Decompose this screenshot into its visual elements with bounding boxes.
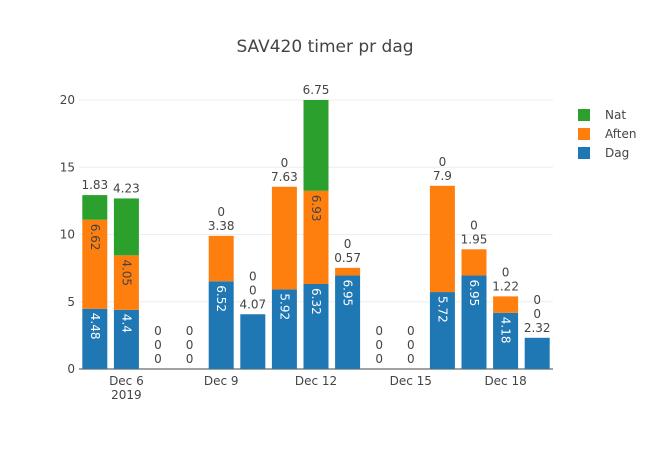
y-tick-label: 20 <box>60 93 75 107</box>
data-label-aften: 0 <box>186 338 194 352</box>
data-label-dag: 0 <box>407 352 415 366</box>
bar-dag[interactable] <box>113 309 139 369</box>
data-label-aften: 0 <box>375 338 383 352</box>
bar-aften[interactable] <box>113 255 139 310</box>
y-tick-label: 5 <box>67 295 75 309</box>
data-label-nat: 0 <box>249 269 257 283</box>
y-tick-label: 15 <box>60 160 75 174</box>
bar-nat[interactable] <box>303 100 329 191</box>
data-label-aften: 0 <box>407 338 415 352</box>
data-label-dag: 0 <box>154 352 162 366</box>
data-label-aften: 4.05 <box>119 259 133 286</box>
data-label-dag: 6.95 <box>467 280 481 307</box>
x-tick-label: Dec 12 <box>295 374 337 388</box>
data-label-aften: 0 <box>154 338 162 352</box>
data-label-aften: 6.62 <box>88 224 102 251</box>
bar-aften[interactable] <box>493 296 519 313</box>
bar-aften[interactable] <box>303 190 329 284</box>
data-label-nat: 0 <box>344 237 352 251</box>
bar-dag[interactable] <box>429 292 455 369</box>
data-label-nat: 0 <box>217 205 225 219</box>
legend-label: Dag <box>605 146 629 160</box>
data-label-nat: 1.83 <box>81 178 108 192</box>
x-tick-label: Dec 6 <box>109 374 144 388</box>
bar-aften[interactable] <box>429 185 455 293</box>
bar-dag[interactable] <box>493 312 519 369</box>
data-label-dag: 5.72 <box>435 296 449 323</box>
data-label-nat: 6.75 <box>303 83 330 97</box>
data-label-aften: 1.22 <box>492 279 519 293</box>
data-label-nat: 0 <box>533 293 541 307</box>
data-label-nat: 0 <box>154 324 162 338</box>
bar-aften[interactable] <box>82 219 108 309</box>
data-label-nat: 0 <box>502 265 510 279</box>
data-label-aften: 0 <box>533 307 541 321</box>
x-tick-year: 2019 <box>111 388 142 402</box>
data-label-nat: 0 <box>407 324 415 338</box>
bar-dag[interactable] <box>524 337 550 369</box>
data-label-aften: 3.38 <box>208 219 235 233</box>
data-label-dag: 6.32 <box>309 288 323 315</box>
data-label-nat: 0 <box>186 324 194 338</box>
x-tick-label: Dec 9 <box>204 374 239 388</box>
data-label-aften: 7.63 <box>271 170 298 184</box>
legend-item-aften[interactable]: Aften <box>578 127 637 141</box>
bars <box>82 100 550 369</box>
bar-nat[interactable] <box>113 198 139 256</box>
data-label-aften: 0.57 <box>334 251 361 265</box>
legend-swatch <box>578 109 590 121</box>
data-label-dag: 0 <box>186 352 194 366</box>
bar-dag[interactable] <box>335 275 361 369</box>
data-labels: 4.486.621.834.44.054.230000006.523.3804.… <box>81 83 550 366</box>
bar-aften[interactable] <box>461 249 487 276</box>
data-label-dag: 0 <box>375 352 383 366</box>
data-label-aften: 6.93 <box>309 195 323 222</box>
data-label-nat: 0 <box>470 218 478 232</box>
bar-aften[interactable] <box>335 267 361 276</box>
bar-aften[interactable] <box>271 186 297 290</box>
y-tick-label: 10 <box>60 228 75 242</box>
legend-label: Aften <box>605 127 637 141</box>
bar-nat[interactable] <box>82 195 108 220</box>
data-label-dag: 4.07 <box>239 297 266 311</box>
data-label-dag: 4.18 <box>499 317 513 344</box>
data-label-aften: 1.95 <box>461 232 488 246</box>
data-label-dag: 4.48 <box>88 313 102 340</box>
data-label-dag: 6.52 <box>214 285 228 312</box>
data-label-aften: 0 <box>249 283 257 297</box>
x-tick-label: Dec 15 <box>390 374 432 388</box>
data-label-aften: 7.9 <box>433 169 452 183</box>
data-label-dag: 6.95 <box>341 280 355 307</box>
bar-dag[interactable] <box>303 283 329 369</box>
chart-title: SAV420 timer pr dag <box>236 37 413 57</box>
bar-dag[interactable] <box>461 275 487 369</box>
bar-dag[interactable] <box>240 314 266 369</box>
legend-item-nat[interactable]: Nat <box>578 108 626 122</box>
legend-label: Nat <box>605 108 626 122</box>
y-axis: 0 5 10 15 20 <box>60 93 75 376</box>
legend-item-dag[interactable]: Dag <box>578 146 629 160</box>
data-label-nat: 4.23 <box>113 181 140 195</box>
data-label-nat: 0 <box>375 324 383 338</box>
bar-aften[interactable] <box>208 235 234 282</box>
legend-swatch <box>578 128 590 140</box>
legend-swatch <box>578 147 590 159</box>
x-tick-label: Dec 18 <box>484 374 526 388</box>
data-label-dag: 4.4 <box>119 314 133 333</box>
bar-dag[interactable] <box>208 281 234 369</box>
data-label-dag: 2.32 <box>524 321 551 335</box>
data-label-nat: 0 <box>439 155 447 169</box>
legend: Nat Aften Dag <box>578 108 637 160</box>
bar-dag[interactable] <box>82 308 108 369</box>
bar-dag[interactable] <box>271 289 297 369</box>
y-tick-label: 0 <box>67 362 75 376</box>
data-label-nat: 0 <box>281 156 289 170</box>
data-label-dag: 5.92 <box>277 293 291 320</box>
